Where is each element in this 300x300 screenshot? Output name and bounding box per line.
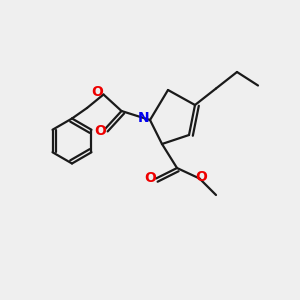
Text: O: O	[195, 170, 207, 184]
Text: O: O	[145, 172, 157, 185]
Text: N: N	[138, 112, 149, 125]
Text: O: O	[94, 124, 106, 138]
Text: O: O	[91, 85, 103, 99]
